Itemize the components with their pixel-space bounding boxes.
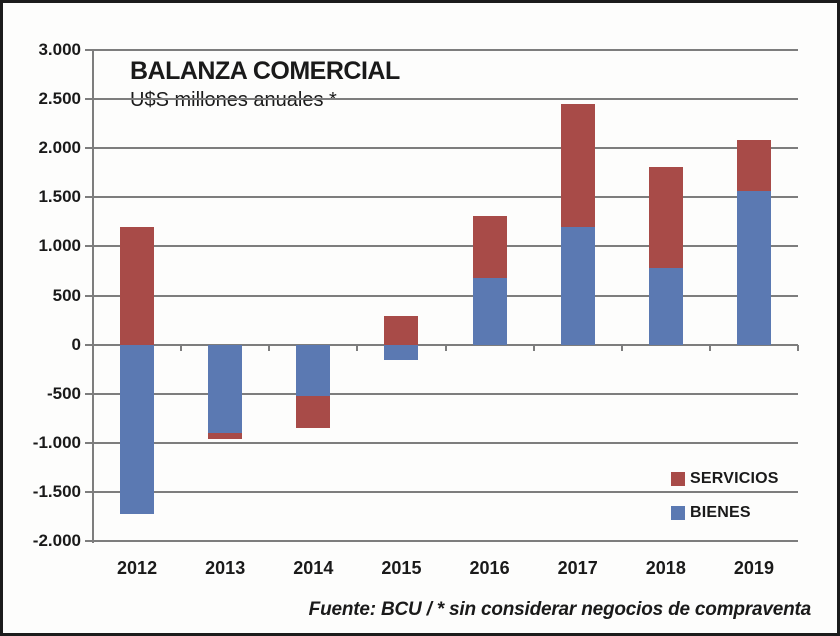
gridline--1.500	[93, 490, 798, 493]
zero-axis-tick	[797, 344, 799, 351]
legend-label-bienes: BIENES	[690, 504, 751, 521]
bar-bienes-2016	[472, 277, 507, 345]
y-axis-tick	[85, 490, 93, 493]
bar-servicios-2014	[296, 395, 331, 429]
y-axis-tick-label: 0	[71, 334, 81, 354]
chart-subtitle: U$S millones anuales *	[130, 89, 337, 112]
x-axis-label-2015: 2015	[381, 558, 422, 578]
gridline-2.500	[93, 98, 798, 101]
bar-bienes-2019	[736, 191, 771, 345]
y-axis-tick	[85, 441, 93, 444]
x-axis-label-2013: 2013	[205, 558, 246, 578]
servicios-swatch-icon	[671, 472, 685, 486]
y-axis-tick	[85, 540, 93, 542]
bar-servicios-2018	[648, 166, 683, 268]
bar-bienes-2017	[560, 226, 595, 345]
bar-servicios-2016	[472, 215, 507, 278]
bar-servicios-2012	[120, 226, 155, 345]
title-block: BALANZA COMERCIAL U$S millones anuales *	[130, 56, 400, 113]
y-axis-tick-label: 1.500	[38, 187, 81, 207]
legend: SERVICIOS BIENES	[671, 469, 779, 537]
y-axis-tick-label: -2.000	[32, 531, 81, 550]
bar-bienes-2013	[208, 344, 243, 433]
y-axis-tick-label: -1.500	[32, 481, 81, 501]
zero-axis-tick	[92, 344, 94, 351]
y-axis-tick-label: 500	[52, 285, 81, 305]
plot-area	[92, 49, 799, 542]
y-axis-tick-label: 1.000	[38, 236, 81, 256]
y-axis-tick	[85, 392, 93, 395]
bar-servicios-2015	[384, 316, 419, 345]
x-axis-label-2014: 2014	[293, 558, 334, 578]
bar-servicios-2017	[560, 104, 595, 227]
y-axis-tick	[85, 196, 93, 199]
legend-item-servicios: SERVICIOS	[671, 469, 779, 489]
y-axis-tick-label: 3.000	[38, 40, 81, 59]
chart-title: BALANZA COMERCIAL	[130, 57, 400, 85]
y-axis-tick	[85, 147, 93, 150]
x-axis-label-2017: 2017	[557, 558, 598, 578]
y-axis-tick-label: -500	[46, 383, 81, 403]
y-axis-tick-label: -1.000	[32, 432, 81, 452]
y-axis-tick-label: 2.500	[38, 89, 81, 109]
zero-axis-tick	[268, 344, 271, 351]
zero-axis-tick	[620, 344, 623, 351]
y-axis-tick	[85, 294, 93, 297]
zero-axis-tick	[180, 344, 183, 351]
y-axis-tick	[85, 343, 93, 346]
gridline-1.000	[93, 245, 798, 248]
bar-bienes-2014	[296, 344, 331, 396]
gridline--1.000	[93, 441, 798, 444]
footer-source-note: Fuente: BCU / * sin considerar negocios …	[308, 599, 812, 620]
gridline--500	[93, 392, 798, 395]
y-axis-tick	[85, 98, 93, 101]
bar-servicios-2019	[736, 140, 771, 192]
x-axis-label-2018: 2018	[645, 558, 686, 578]
legend-label-servicios: SERVICIOS	[690, 470, 779, 487]
zero-axis-tick	[444, 344, 447, 351]
bar-bienes-2018	[648, 268, 683, 345]
gridline--2.000	[93, 540, 798, 542]
zero-axis-tick	[708, 344, 711, 351]
bar-bienes-2012	[120, 344, 155, 515]
bar-servicios-2013	[208, 432, 243, 439]
gridline-2.000	[93, 147, 798, 150]
x-axis-label-2012: 2012	[117, 558, 158, 578]
bar-bienes-2015	[384, 344, 419, 361]
bienes-swatch-icon	[671, 506, 685, 520]
y-axis-tick-label: 2.000	[38, 138, 81, 158]
y-axis-tick	[85, 49, 93, 51]
gridline-3.000	[93, 49, 798, 51]
zero-axis-tick	[532, 344, 535, 351]
gridline-1.500	[93, 196, 798, 199]
zero-axis-tick	[356, 344, 359, 351]
x-axis-label-2019: 2019	[733, 558, 774, 578]
x-axis-label-2016: 2016	[469, 558, 510, 578]
y-axis-tick	[85, 245, 93, 248]
legend-item-bienes: BIENES	[671, 503, 779, 523]
gridline-500	[93, 294, 798, 297]
